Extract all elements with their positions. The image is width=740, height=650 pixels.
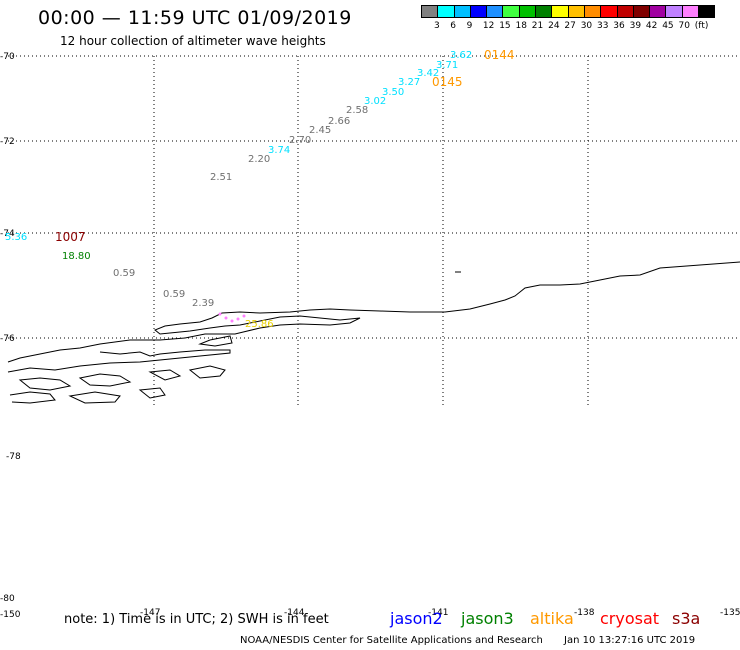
coastline: [7, 261, 740, 404]
wave-height-label: 3.74: [268, 145, 291, 156]
legend-label: 39: [629, 21, 642, 31]
track-point: [236, 317, 240, 321]
legend-swatch: [698, 5, 716, 18]
satellite-name: cryosat: [600, 609, 660, 628]
legend-label: 9: [466, 21, 473, 31]
color-legend: [421, 5, 716, 18]
legend-label: 45: [662, 21, 674, 31]
x-tick-label: -147: [140, 608, 161, 618]
wave-height-label: 2.70: [289, 135, 312, 146]
legend-label: 70: [678, 21, 690, 31]
legend-label: 21: [531, 21, 544, 31]
x-tick-label: -141: [428, 608, 449, 618]
wave-height-label: 25.86: [245, 319, 274, 330]
track-point: [242, 314, 246, 318]
track-point: [218, 312, 222, 316]
wave-height-label: 3.02: [364, 96, 387, 107]
satellite-track-marks: [218, 312, 246, 323]
wave-height-label: 3.50: [382, 87, 405, 98]
y-tick-label: -76: [0, 334, 15, 344]
x-tick-label: -138: [574, 608, 595, 618]
map-subtitle: 12 hour collection of altimeter wave hei…: [60, 34, 326, 48]
x-tick-label: -135: [720, 608, 740, 618]
wave-height-label: 3.42: [417, 68, 440, 79]
legend-label: 18: [515, 21, 527, 31]
y-tick-label: -80: [0, 594, 15, 604]
y-tick-label: -78: [6, 452, 21, 462]
wave-height-label: 2.39: [192, 298, 215, 309]
satellite-name: jason2: [390, 609, 443, 628]
wave-height-label: 2.51: [210, 172, 233, 183]
wave-height-label: 2.66: [328, 116, 351, 127]
wave-height-label: 2.20: [248, 154, 271, 165]
legend-label: 42: [645, 21, 658, 31]
x-tick-label: -150: [0, 610, 21, 620]
map-title: 00:00 — 11:59 UTC 01/09/2019: [38, 7, 352, 29]
y-tick-label: -70: [0, 52, 15, 62]
wave-height-label: 5.36: [5, 232, 28, 243]
track-point: [230, 319, 234, 323]
time-label: 0145: [432, 75, 463, 89]
wave-height-label: 18.80: [62, 251, 91, 262]
wave-height-label: 0.59: [113, 268, 136, 279]
legend-label: (ft): [694, 21, 709, 31]
credit-text: NOAA/NESDIS Center for Satellite Applica…: [240, 635, 543, 646]
wave-height-label: 0.59: [163, 289, 186, 300]
footer-note: note: 1) Time is in UTC; 2) SWH is in fe…: [64, 612, 329, 627]
track-point: [224, 316, 228, 320]
legend-label: 15: [499, 21, 511, 31]
wave-height-label: 3.62: [450, 50, 473, 61]
legend-label: 27: [564, 21, 576, 31]
y-tick-label: -72: [0, 137, 15, 147]
wave-height-label: 2.58: [346, 105, 369, 116]
legend-label: 36: [613, 21, 625, 31]
legend-label: 33: [597, 21, 609, 31]
satellite-name: s3a: [672, 609, 701, 628]
time-label: 0144: [484, 48, 515, 62]
satellite-name: jason3: [461, 609, 514, 628]
legend-label: 6: [450, 21, 457, 31]
wave-height-label: 3.27: [398, 77, 421, 88]
legend-label: 30: [580, 21, 593, 31]
y-tick-label: -74: [0, 229, 15, 239]
time-label: 1007: [55, 230, 86, 244]
wave-height-label: 2.45: [309, 125, 332, 136]
wave-height-label: 3.71: [436, 60, 459, 71]
x-tick-label: -144: [284, 608, 305, 618]
legend-label: 24: [548, 21, 560, 31]
timestamp: Jan 10 13:27:16 UTC 2019: [564, 635, 696, 646]
legend-label: 3: [434, 21, 440, 31]
footer-credit: NOAA/NESDIS Center for Satellite Applica…: [240, 635, 695, 646]
satellite-name: altika: [530, 609, 574, 628]
legend-label: 12: [482, 21, 495, 31]
